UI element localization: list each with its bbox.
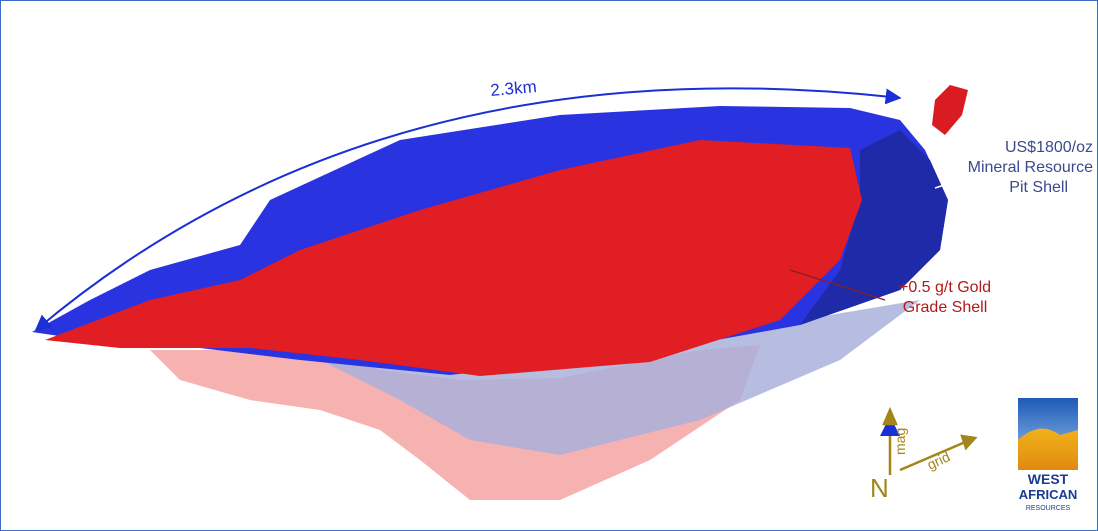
logo: WEST AFRICAN RESOURCES [1018, 398, 1078, 516]
pit-label: US$1800/oz [1005, 139, 1093, 156]
mag-label: mag [892, 428, 908, 455]
grade-label: Grade Shell [903, 299, 988, 316]
distance-label: 2.3km [490, 77, 538, 100]
grid-label: grid [925, 448, 953, 472]
north-label: N [870, 473, 889, 503]
pit-label: Pit Shell [1009, 179, 1068, 196]
logo-text: WEST [1028, 471, 1069, 487]
figure: 2.3km US$1800/oz Mineral Resource Pit Sh… [0, 0, 1098, 531]
grade-label: +0.5 g/t Gold [899, 279, 991, 296]
grade-shell-satellite [932, 85, 968, 135]
logo-text: RESOURCES [1026, 505, 1071, 512]
pit-label: Mineral Resource [968, 159, 1093, 176]
logo-text: AFRICAN [1019, 487, 1078, 502]
